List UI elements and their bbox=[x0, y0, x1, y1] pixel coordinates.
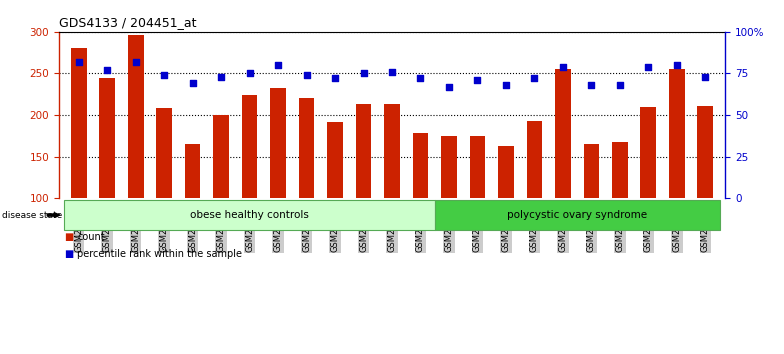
Text: disease state: disease state bbox=[2, 211, 63, 219]
Bar bbox=[213, 115, 229, 198]
Text: GSM201871: GSM201871 bbox=[673, 201, 681, 252]
Bar bbox=[669, 69, 684, 198]
Text: GSM201858: GSM201858 bbox=[331, 201, 339, 252]
Text: GSM201852: GSM201852 bbox=[160, 201, 169, 252]
Bar bbox=[356, 104, 372, 198]
Bar bbox=[583, 144, 599, 198]
Bar bbox=[612, 142, 628, 198]
Bar bbox=[71, 48, 86, 198]
Point bbox=[158, 72, 170, 78]
Text: GSM201853: GSM201853 bbox=[188, 201, 197, 252]
Point bbox=[699, 74, 712, 80]
Point bbox=[243, 71, 256, 76]
Text: GSM201867: GSM201867 bbox=[558, 201, 568, 252]
Point bbox=[528, 76, 541, 81]
Text: GSM201849: GSM201849 bbox=[74, 201, 83, 252]
Point bbox=[614, 82, 626, 88]
Text: obese healthy controls: obese healthy controls bbox=[191, 210, 309, 220]
Point bbox=[215, 74, 227, 80]
Text: GSM201865: GSM201865 bbox=[502, 201, 510, 252]
Text: percentile rank within the sample: percentile rank within the sample bbox=[77, 249, 242, 259]
Text: GSM201870: GSM201870 bbox=[644, 201, 653, 252]
Text: GSM201851: GSM201851 bbox=[131, 201, 140, 252]
Text: GSM201857: GSM201857 bbox=[302, 201, 311, 252]
Point bbox=[557, 64, 569, 70]
Text: GSM201861: GSM201861 bbox=[387, 201, 397, 252]
Bar bbox=[128, 35, 143, 198]
Bar bbox=[441, 136, 457, 198]
Point bbox=[300, 72, 313, 78]
Text: GSM201856: GSM201856 bbox=[274, 201, 282, 252]
Point bbox=[585, 82, 597, 88]
Point bbox=[187, 81, 199, 86]
Point bbox=[471, 77, 484, 83]
Bar bbox=[412, 133, 428, 198]
Text: ■: ■ bbox=[64, 232, 74, 242]
Bar bbox=[185, 144, 201, 198]
Text: count: count bbox=[77, 232, 105, 242]
Bar bbox=[299, 98, 314, 198]
Text: GDS4133 / 204451_at: GDS4133 / 204451_at bbox=[59, 16, 196, 29]
Point bbox=[129, 59, 142, 65]
Text: GSM201859: GSM201859 bbox=[359, 201, 368, 252]
Point bbox=[443, 84, 456, 90]
Text: GSM201872: GSM201872 bbox=[701, 201, 710, 252]
Text: GSM201850: GSM201850 bbox=[103, 201, 111, 252]
Bar bbox=[641, 107, 656, 198]
Text: GSM201868: GSM201868 bbox=[587, 201, 596, 252]
Text: GSM201862: GSM201862 bbox=[416, 201, 425, 252]
Text: GSM201854: GSM201854 bbox=[216, 201, 226, 252]
Bar bbox=[470, 136, 485, 198]
Point bbox=[72, 59, 85, 65]
Point bbox=[386, 69, 398, 75]
Point bbox=[101, 67, 114, 73]
Text: GSM201869: GSM201869 bbox=[615, 201, 624, 252]
Point bbox=[499, 82, 512, 88]
Bar bbox=[270, 87, 286, 198]
Bar bbox=[698, 106, 713, 198]
Text: GSM201864: GSM201864 bbox=[473, 201, 482, 252]
Point bbox=[670, 62, 683, 68]
Point bbox=[328, 76, 341, 81]
Bar bbox=[327, 122, 343, 198]
Text: polycystic ovary syndrome: polycystic ovary syndrome bbox=[507, 210, 647, 220]
Bar bbox=[527, 121, 543, 198]
Bar bbox=[241, 95, 257, 198]
Text: GSM201866: GSM201866 bbox=[530, 201, 539, 252]
Text: GSM201855: GSM201855 bbox=[245, 201, 254, 252]
Bar bbox=[555, 69, 571, 198]
Point bbox=[272, 62, 285, 68]
Bar bbox=[384, 104, 400, 198]
Point bbox=[642, 64, 655, 70]
Point bbox=[414, 76, 426, 81]
Text: GSM201863: GSM201863 bbox=[445, 201, 453, 252]
Point bbox=[358, 71, 370, 76]
Bar bbox=[498, 146, 514, 198]
Bar bbox=[156, 108, 172, 198]
Bar bbox=[100, 79, 115, 198]
Text: ■: ■ bbox=[64, 249, 74, 259]
